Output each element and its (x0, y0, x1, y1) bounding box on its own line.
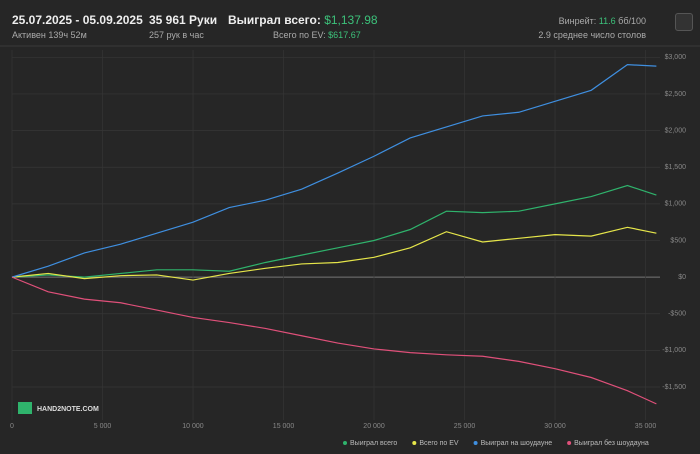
legend-label: Выиграл без шоудауна (574, 439, 649, 447)
winrate: Винрейт: 11.6 бб/100 (559, 16, 646, 26)
y-tick-label: $2,000 (665, 127, 687, 134)
logo-icon (18, 402, 32, 414)
y-tick-label: -$1,000 (662, 347, 686, 354)
winrate-label: Винрейт: (558, 16, 597, 26)
winrate-value: 11.6 (598, 16, 616, 26)
legend-label: Всего по EV (419, 440, 459, 447)
legend-marker (567, 441, 572, 445)
legend-marker (412, 441, 417, 445)
y-tick-label: -$500 (668, 311, 686, 318)
y-tick-label: $500 (670, 237, 686, 244)
series-line (11, 276, 657, 405)
won-total: Выиграл всего: $1,137.98 (228, 13, 378, 27)
x-tick-label: 5 000 (94, 423, 112, 430)
won-label: Выиграл всего: (228, 13, 321, 27)
legend-label: Выиграл на шоудауне (481, 440, 553, 447)
legend-label: Выиграл всего (350, 440, 397, 447)
hands: 35 961 Руки (149, 13, 218, 27)
logo: HAND2NOTE.COM (37, 406, 99, 413)
legend-marker (473, 441, 478, 445)
tables: 2.9 среднее число столов (538, 30, 646, 40)
x-tick-label: 35 000 (635, 423, 657, 430)
ev-total: Всего по EV: $617.67 (273, 30, 361, 40)
ev-label: Всего по EV: (273, 30, 326, 40)
y-tick-label: $1,500 (665, 164, 687, 171)
settings-button[interactable] (675, 13, 693, 31)
winrate-unit: бб/100 (618, 16, 646, 26)
x-tick-label: 25 000 (454, 423, 476, 430)
hands-per-hour: 257 рук в час (149, 30, 204, 40)
won-value: $1,137.98 (324, 13, 378, 27)
y-tick-label: $0 (678, 274, 686, 281)
ev-value: $617.67 (328, 30, 361, 40)
y-tick-label: $1,000 (665, 201, 687, 208)
x-tick-label: 15 000 (273, 423, 295, 430)
y-tick-label: $2,500 (665, 91, 687, 98)
x-tick-label: 30 000 (544, 423, 566, 430)
active-time: Активен 139ч 52м (12, 30, 87, 40)
series-line (11, 64, 657, 278)
series-line (11, 226, 657, 281)
x-tick-label: 20 000 (363, 423, 385, 430)
date-range: 25.07.2025 - 05.09.2025 (12, 13, 143, 27)
series-line (11, 184, 657, 278)
legend-marker (343, 441, 347, 445)
x-tick-label: 0 (10, 423, 14, 430)
y-tick-label: $3,000 (665, 54, 687, 61)
y-tick-label: -$1,500 (662, 384, 686, 391)
x-tick-label: 10 000 (182, 423, 204, 430)
